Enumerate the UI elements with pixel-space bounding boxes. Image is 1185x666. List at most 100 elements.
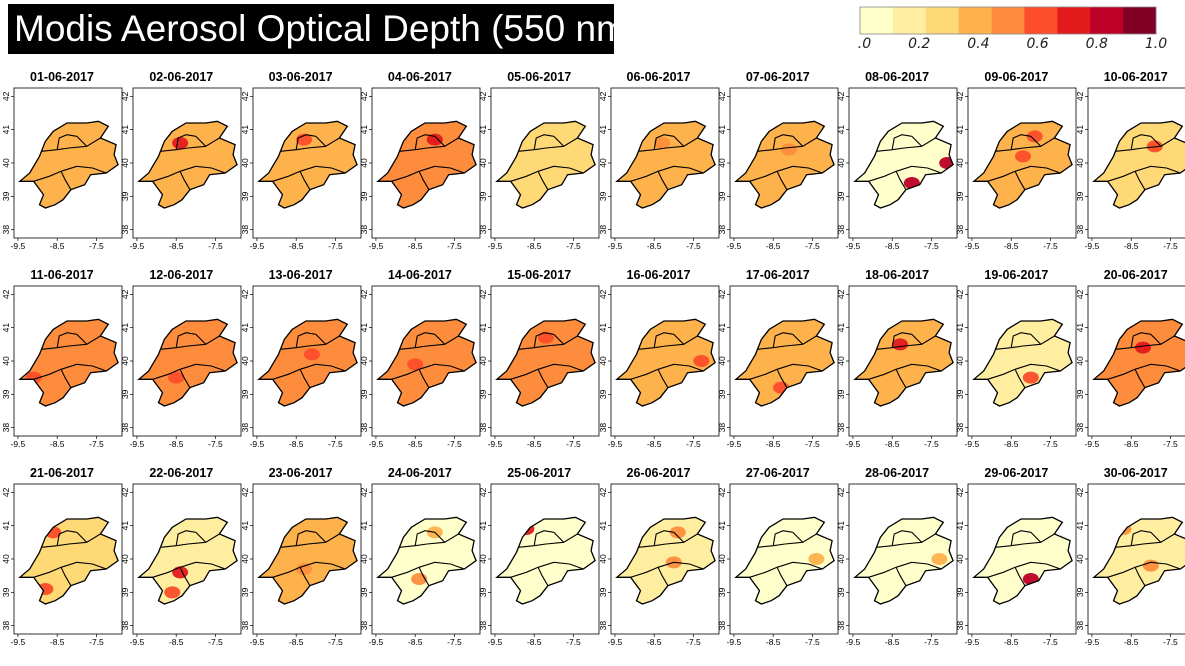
aod-hotspot <box>172 137 189 149</box>
y-tick-label: 42 <box>478 487 488 497</box>
y-tick-label: 40 <box>717 158 727 168</box>
x-tick-label: -7.5 <box>924 241 939 251</box>
panel-date-label: 22-06-2017 <box>149 466 214 480</box>
panel-date-label: 06-06-2017 <box>626 70 691 84</box>
y-tick-label: 42 <box>836 289 846 299</box>
aod-map: -9.5 -8.5 -7.5 38 39 40 41 42 <box>717 87 839 251</box>
district-border <box>995 335 1056 350</box>
x-tick-label: -9.5 <box>607 241 622 251</box>
x-tick-label: -7.5 <box>328 637 343 647</box>
x-tick-label: -8.5 <box>288 637 303 647</box>
y-tick-label: 42 <box>240 487 250 497</box>
district-border <box>911 333 923 345</box>
aod-map: -9.5 -8.5 -7.5 38 39 40 41 42 <box>120 285 242 449</box>
y-tick-label: 42 <box>1075 487 1085 497</box>
y-tick-label: 40 <box>1 158 11 168</box>
aod-hotspot <box>780 143 797 156</box>
district-border <box>175 332 197 348</box>
district-border <box>160 137 220 152</box>
panel-date-label: 16-06-2017 <box>626 268 691 282</box>
x-tick-label: -7.5 <box>89 439 104 449</box>
x-tick-label: -8.5 <box>885 241 900 251</box>
y-tick-label: 38 <box>120 423 130 433</box>
aod-map-panel: 18-06-2017 -9.5 -8.5 -7.5 38 39 40 41 42 <box>836 268 958 468</box>
region-outline <box>853 516 954 605</box>
district-border <box>1014 369 1026 388</box>
aod-region-fill <box>854 121 954 208</box>
aod-region-fill <box>377 517 476 604</box>
aod-map-panel: 12-06-2017 -9.5 -8.5 -7.5 38 39 40 41 42 <box>120 268 242 468</box>
y-tick-label: 40 <box>359 554 369 564</box>
x-tick-label: -8.5 <box>50 439 65 449</box>
y-tick-label: 40 <box>1075 158 1085 168</box>
district-border <box>792 333 803 345</box>
aod-map-panel: 13-06-2017 -9.5 -8.5 -7.5 38 39 40 41 42 <box>240 268 361 468</box>
district-border <box>41 533 101 548</box>
y-tick-label: 39 <box>598 587 608 597</box>
panel-date-label: 01-06-2017 <box>30 70 94 84</box>
x-tick-label: -8.5 <box>169 439 184 449</box>
district-border <box>272 561 346 578</box>
aod-hotspot <box>1015 150 1032 163</box>
district-border <box>911 135 923 147</box>
district-border <box>1011 134 1032 150</box>
y-tick-label: 41 <box>359 125 369 135</box>
y-tick-label: 39 <box>478 389 488 399</box>
y-tick-label: 38 <box>240 621 250 631</box>
x-tick-label: -7.5 <box>89 637 104 647</box>
y-tick-label: 39 <box>240 191 250 201</box>
district-border <box>434 531 445 543</box>
y-tick-label: 38 <box>478 225 488 235</box>
y-tick-label: 38 <box>1 621 11 631</box>
panel-date-label: 27-06-2017 <box>745 466 810 480</box>
panel-date-label: 09-06-2017 <box>984 70 1049 84</box>
y-tick-label: 40 <box>478 356 488 366</box>
y-tick-label: 39 <box>598 191 608 201</box>
x-tick-label: -9.5 <box>1084 637 1099 647</box>
y-tick-label: 38 <box>1075 621 1085 631</box>
y-tick-label: 41 <box>598 521 608 531</box>
y-tick-label: 38 <box>598 423 608 433</box>
district-border <box>33 561 107 578</box>
colorbar-swatch <box>1024 7 1058 34</box>
y-tick-label: 40 <box>240 158 250 168</box>
y-tick-label: 38 <box>240 225 250 235</box>
colorbar-tick-label: 1.0 <box>1145 36 1167 49</box>
panel-date-label: 08-06-2017 <box>865 70 930 84</box>
x-tick-label: -7.5 <box>566 439 581 449</box>
y-tick-label: 40 <box>1 356 11 366</box>
y-tick-label: 42 <box>478 289 488 299</box>
aod-map: -9.5 -8.5 -7.5 38 39 40 41 42 <box>478 483 600 647</box>
district-border <box>60 369 72 388</box>
colorbar-swatch <box>1090 7 1124 34</box>
district-border <box>391 561 465 578</box>
x-tick-label: -7.5 <box>1163 241 1178 251</box>
aod-map: -9.5 -8.5 -7.5 38 39 40 41 42 <box>1075 483 1185 647</box>
x-tick-label: -9.5 <box>965 439 980 449</box>
x-tick-label: -8.5 <box>1004 439 1019 449</box>
panel-date-label: 14-06-2017 <box>387 268 452 282</box>
aod-region-fill <box>139 517 238 604</box>
district-border <box>399 335 459 350</box>
aod-map-panel: 04-06-2017 -9.5 -8.5 -7.5 38 39 40 41 42 <box>359 70 481 270</box>
aod-region-fill <box>258 319 357 406</box>
colorbar-tick-label: 0.2 <box>908 36 930 49</box>
x-tick-label: -9.5 <box>726 439 741 449</box>
x-tick-label: -8.5 <box>408 637 423 647</box>
y-tick-label: 41 <box>1 521 11 531</box>
x-tick-label: -9.5 <box>1084 439 1099 449</box>
region-outline <box>614 120 716 209</box>
panel-date-label: 12-06-2017 <box>149 268 214 282</box>
y-tick-label: 41 <box>478 521 488 531</box>
x-tick-label: -7.5 <box>1044 241 1059 251</box>
district-border <box>1150 135 1161 147</box>
district-border <box>272 165 346 182</box>
colorbar-swatch <box>860 7 894 34</box>
region-outline <box>376 516 477 605</box>
district-border <box>391 165 465 182</box>
aod-map: -9.5 -8.5 -7.5 38 39 40 41 42 <box>1075 285 1185 449</box>
y-tick-label: 38 <box>836 423 846 433</box>
district-border <box>537 567 549 586</box>
aod-map-panel: 29-06-2017 -9.5 -8.5 -7.5 38 39 40 41 42 <box>955 466 1077 666</box>
